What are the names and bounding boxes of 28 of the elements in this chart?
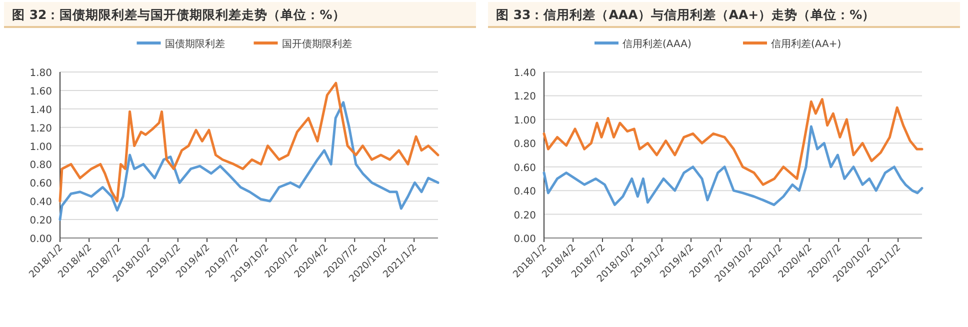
legend-label: 国债期限利差 — [164, 38, 225, 50]
legend-label: 国开债期限利差 — [282, 38, 352, 50]
y-tick-label: 0.60 — [514, 162, 536, 174]
y-tick-label: 1.40 — [514, 68, 536, 79]
y-tick-label: 0.40 — [514, 186, 536, 198]
y-tick-label: 1.20 — [30, 123, 52, 134]
line-series — [542, 125, 924, 206]
y-tick-label: 0.20 — [30, 216, 52, 227]
y-tick-label: 0.00 — [514, 234, 536, 245]
y-tick-label: 0.20 — [514, 210, 536, 222]
chart-title: 图 33：信用利差（AAA）与信用利差（AA+）走势（单位：%） — [496, 7, 876, 22]
y-tick-label: 1.60 — [30, 86, 52, 98]
y-tick-label: 1.40 — [30, 104, 52, 116]
y-tick-label: 0.60 — [30, 178, 52, 190]
y-tick-label: 1.80 — [30, 68, 52, 79]
line-series — [542, 98, 924, 186]
chart-title: 图 32：国债期限利差与国开债期限利差走势（单位：%） — [12, 7, 346, 22]
y-tick-label: 0.00 — [30, 234, 52, 245]
line-series — [58, 82, 440, 202]
y-tick-label: 1.20 — [514, 92, 536, 103]
y-tick-label: 1.00 — [514, 115, 536, 126]
line-series — [58, 101, 440, 221]
legend-label: 信用利差(AAA) — [622, 38, 692, 50]
y-tick-label: 0.80 — [514, 139, 536, 150]
y-tick-label: 0.80 — [30, 160, 52, 172]
y-tick-label: 1.00 — [30, 142, 52, 153]
y-tick-label: 0.40 — [30, 197, 52, 208]
legend-label: 信用利差(AA+) — [771, 38, 842, 50]
